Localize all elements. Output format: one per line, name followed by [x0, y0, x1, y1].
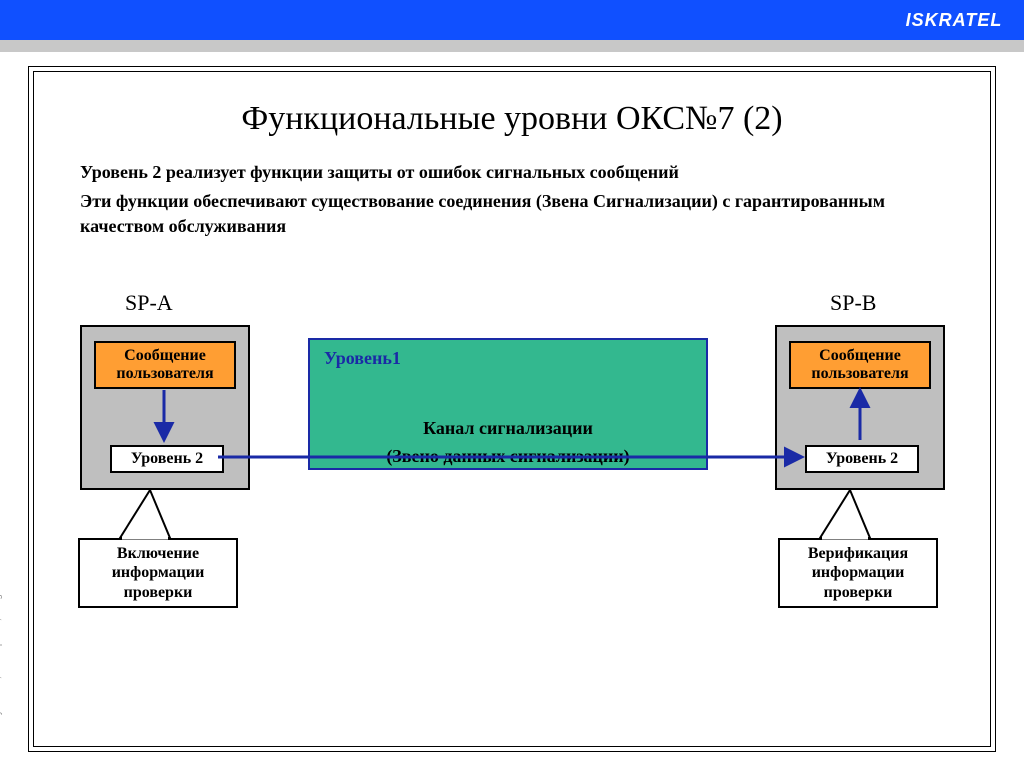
sp-b-label: SP-B [830, 290, 876, 316]
sp-a-callout-l3: проверки [80, 583, 236, 602]
copyright-text: Issued by Iskratel, Development; all rig… [0, 545, 2, 749]
sp-a-callout: Включение информации проверки [78, 538, 238, 608]
sp-a-callout-l2: информации [80, 563, 236, 582]
sp-b-msg-line1: Сообщение [791, 347, 929, 365]
sp-b-level2-box: Уровень 2 [805, 445, 919, 473]
channel-sub: (Звено данных сигнализации) [310, 446, 706, 467]
channel-box: Уровень1 Канал сигнализации (Звено данны… [308, 338, 708, 470]
sp-b-message-box: Сообщение пользователя [789, 341, 931, 389]
diagram: SP-A Сообщение пользователя Уровень 2 Вк… [60, 290, 964, 710]
brand-logo: ISKRATEL [884, 0, 1024, 40]
sp-a-message-box: Сообщение пользователя [94, 341, 236, 389]
channel-mid: Канал сигнализации [310, 418, 706, 439]
sp-b-callout-l3: проверки [780, 583, 936, 602]
sp-a-callout-pointer [120, 490, 170, 538]
gray-strip [0, 40, 1024, 52]
body-text: Уровень 2 реализует функции защиты от ош… [80, 160, 964, 244]
sp-a-box: Сообщение пользователя Уровень 2 [80, 325, 250, 490]
body-line-1: Уровень 2 реализует функции защиты от ош… [80, 160, 964, 185]
header-left [0, 0, 884, 40]
sp-a-label: SP-A [125, 290, 173, 316]
sp-b-callout-pointer [820, 490, 870, 538]
slide-title: Функциональные уровни ОКС№7 (2) [0, 100, 1024, 138]
channel-title: Уровень1 [324, 348, 401, 369]
sp-a-msg-line1: Сообщение [96, 347, 234, 365]
sp-b-box: Сообщение пользователя Уровень 2 [775, 325, 945, 490]
sp-a-callout-l1: Включение [80, 544, 236, 563]
sp-b-msg-line2: пользователя [791, 365, 929, 383]
sp-b-callout: Верификация информации проверки [778, 538, 938, 608]
header-bar: ISKRATEL [0, 0, 1024, 40]
body-line-2: Эти функции обеспечивают существование с… [80, 189, 964, 239]
sp-a-level2-box: Уровень 2 [110, 445, 224, 473]
sp-b-callout-l2: информации [780, 563, 936, 582]
sp-b-callout-l1: Верификация [780, 544, 936, 563]
sp-a-msg-line2: пользователя [96, 365, 234, 383]
